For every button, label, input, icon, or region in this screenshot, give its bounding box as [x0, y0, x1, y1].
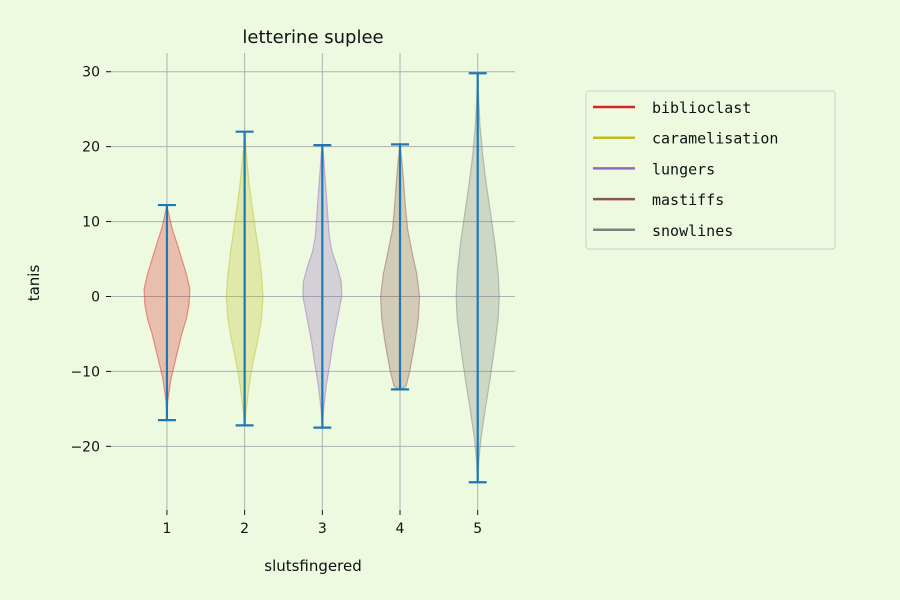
legend-label: caramelisation [652, 130, 778, 148]
y-tick-label: 30 [82, 65, 100, 81]
legend-entry-snowlines: snowlines [593, 222, 733, 240]
legend-label: biblioclast [652, 99, 751, 117]
legend-entry-caramelisation: caramelisation [593, 130, 778, 148]
x-tick-label: 4 [396, 521, 405, 537]
y-axis-label: tanis [25, 265, 43, 302]
chart-title: letterine suplee [242, 27, 383, 48]
legend: biblioclast caramelisation lungers mastiffs… [585, 90, 836, 250]
y-tick-label: 0 [91, 289, 100, 305]
y-tick-label: 10 [82, 215, 100, 231]
legend-label: snowlines [652, 222, 733, 240]
legend-entry-lungers: lungers [593, 160, 715, 178]
x-axis-label: slutsfingered [264, 557, 361, 575]
legend-entry-mastiffs: mastiffs [593, 191, 724, 209]
legend-label: mastiffs [652, 191, 724, 209]
x-tick-label: 3 [318, 521, 327, 537]
legend-frame [585, 90, 836, 250]
legend-entry-biblioclast: biblioclast [593, 99, 751, 117]
x-tick-label: 2 [240, 521, 249, 537]
x-tick-label: 1 [162, 521, 171, 537]
legend-label: lungers [652, 160, 715, 178]
y-tick-label: −10 [70, 364, 100, 380]
whiskers [157, 72, 487, 484]
axis-ticks: 1 2 3 4 5 −20 −10 0 10 20 30 [70, 65, 482, 537]
legend-items: biblioclast caramelisation lungers mastiffs… [593, 99, 778, 240]
x-tick-label: 5 [473, 521, 482, 537]
y-tick-label: −20 [70, 439, 100, 455]
y-tick-label: 20 [82, 140, 100, 156]
